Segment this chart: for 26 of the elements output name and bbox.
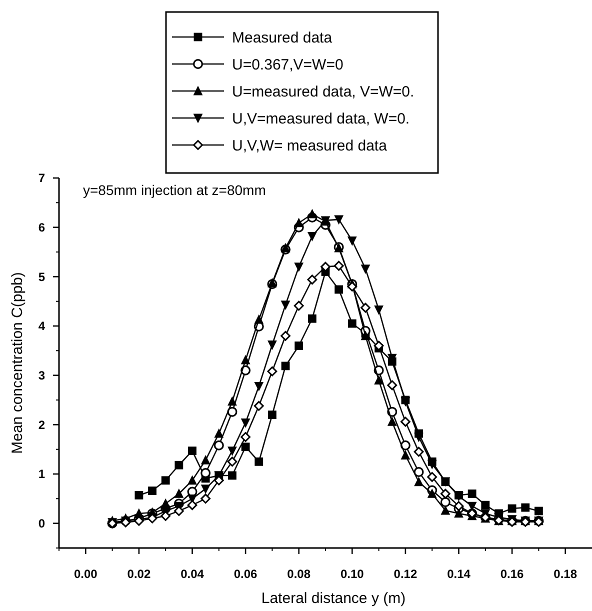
x-tick-label: 0.02 bbox=[127, 567, 151, 581]
x-axis-title: Lateral distance y (m) bbox=[261, 590, 406, 607]
x-tick-label: 0.18 bbox=[554, 567, 578, 581]
x-tick-label: 0.00 bbox=[74, 567, 98, 581]
y-tick-label: 5 bbox=[38, 270, 46, 284]
y-tick-label: 3 bbox=[38, 368, 46, 383]
annotation: y=85mm injection at z=80mm bbox=[83, 182, 266, 198]
x-tick-label: 0.16 bbox=[500, 567, 524, 581]
x-tick-label: 0.08 bbox=[287, 567, 311, 581]
legend-label: Measured data bbox=[232, 29, 333, 46]
y-axis-title: Mean concentration C(ppb) bbox=[9, 272, 26, 454]
legend-label: U,V=measured data, W=0. bbox=[232, 110, 410, 128]
x-tick-label: 0.06 bbox=[234, 567, 258, 581]
y-tick-label: 7 bbox=[38, 171, 46, 186]
x-tick-label: 0.12 bbox=[394, 567, 418, 581]
x-tick-label: 0.10 bbox=[340, 567, 364, 581]
legend-label: U=measured data, V=W=0. bbox=[232, 83, 414, 100]
x-tick-label: 0.04 bbox=[180, 567, 204, 581]
y-tick-label: 2 bbox=[38, 418, 46, 432]
y-tick-label: 6 bbox=[38, 220, 46, 235]
x-tick-label: 0.14 bbox=[447, 567, 471, 581]
legend-label: U,V,W= measured data bbox=[232, 137, 388, 154]
y-tick-label: 1 bbox=[38, 467, 46, 482]
legend-label: U=0.367,V=W=0 bbox=[232, 56, 344, 74]
y-tick-label: 4 bbox=[38, 319, 46, 334]
y-tick-label: 0 bbox=[38, 516, 46, 531]
